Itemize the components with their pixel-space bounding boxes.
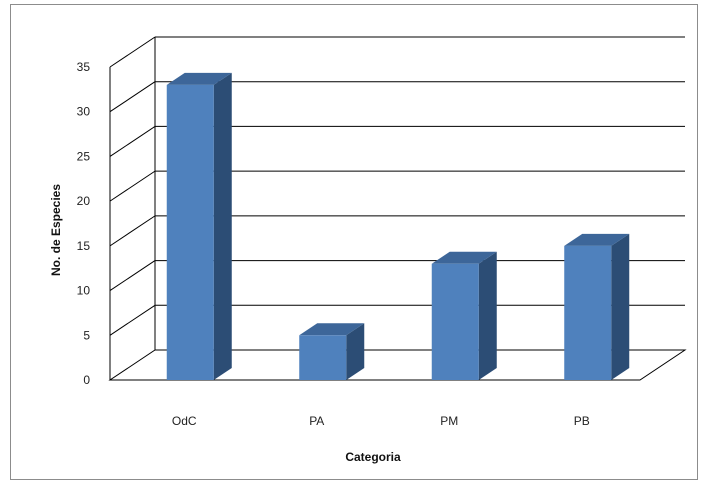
bar-PA: [299, 323, 365, 380]
gridline-side: [109, 215, 156, 247]
bar-side: [478, 251, 497, 380]
y-tick-label: 5: [83, 328, 90, 342]
x-tick-label: OdC: [172, 414, 197, 428]
y-tick-label: 20: [77, 194, 91, 208]
gridline-side: [109, 170, 156, 202]
bar-side: [611, 233, 630, 380]
gridline-side: [109, 126, 156, 157]
x-tick-labels: OdC PA PM PB: [172, 414, 590, 428]
bar-top: [564, 233, 630, 246]
y-axis-title: No. de Especies: [49, 184, 63, 276]
y-tick-label: 35: [77, 60, 91, 74]
bar-top: [431, 251, 497, 264]
y-tick-label: 30: [77, 105, 91, 119]
bar-side: [346, 323, 365, 380]
bar: [299, 335, 347, 380]
gridline-side: [109, 36, 156, 68]
bar: [166, 84, 214, 380]
gridline-side: [109, 304, 156, 336]
bar-side: [213, 72, 232, 380]
gridline-side: [109, 81, 156, 113]
bar-PM: [431, 251, 497, 380]
y-tick-labels: 0 5 10 15 20 25 30 35: [77, 60, 91, 387]
y-tick-label: 10: [77, 284, 91, 298]
bar-top: [166, 72, 232, 85]
y-tick-label: 25: [77, 149, 91, 163]
x-tick-label: PB: [574, 414, 590, 428]
bar: [564, 245, 612, 380]
y-tick-label: 0: [83, 373, 90, 387]
bars: [166, 72, 630, 380]
x-tick-label: PA: [309, 414, 324, 428]
bar-OdC: [166, 72, 232, 380]
y-tick-label: 15: [77, 239, 91, 253]
bar: [431, 263, 479, 380]
bar-PB: [564, 233, 630, 380]
x-tick-label: PM: [440, 414, 458, 428]
gridline-side: [109, 260, 156, 291]
x-axis-title: Categoria: [345, 450, 401, 464]
bar-top: [299, 323, 365, 336]
